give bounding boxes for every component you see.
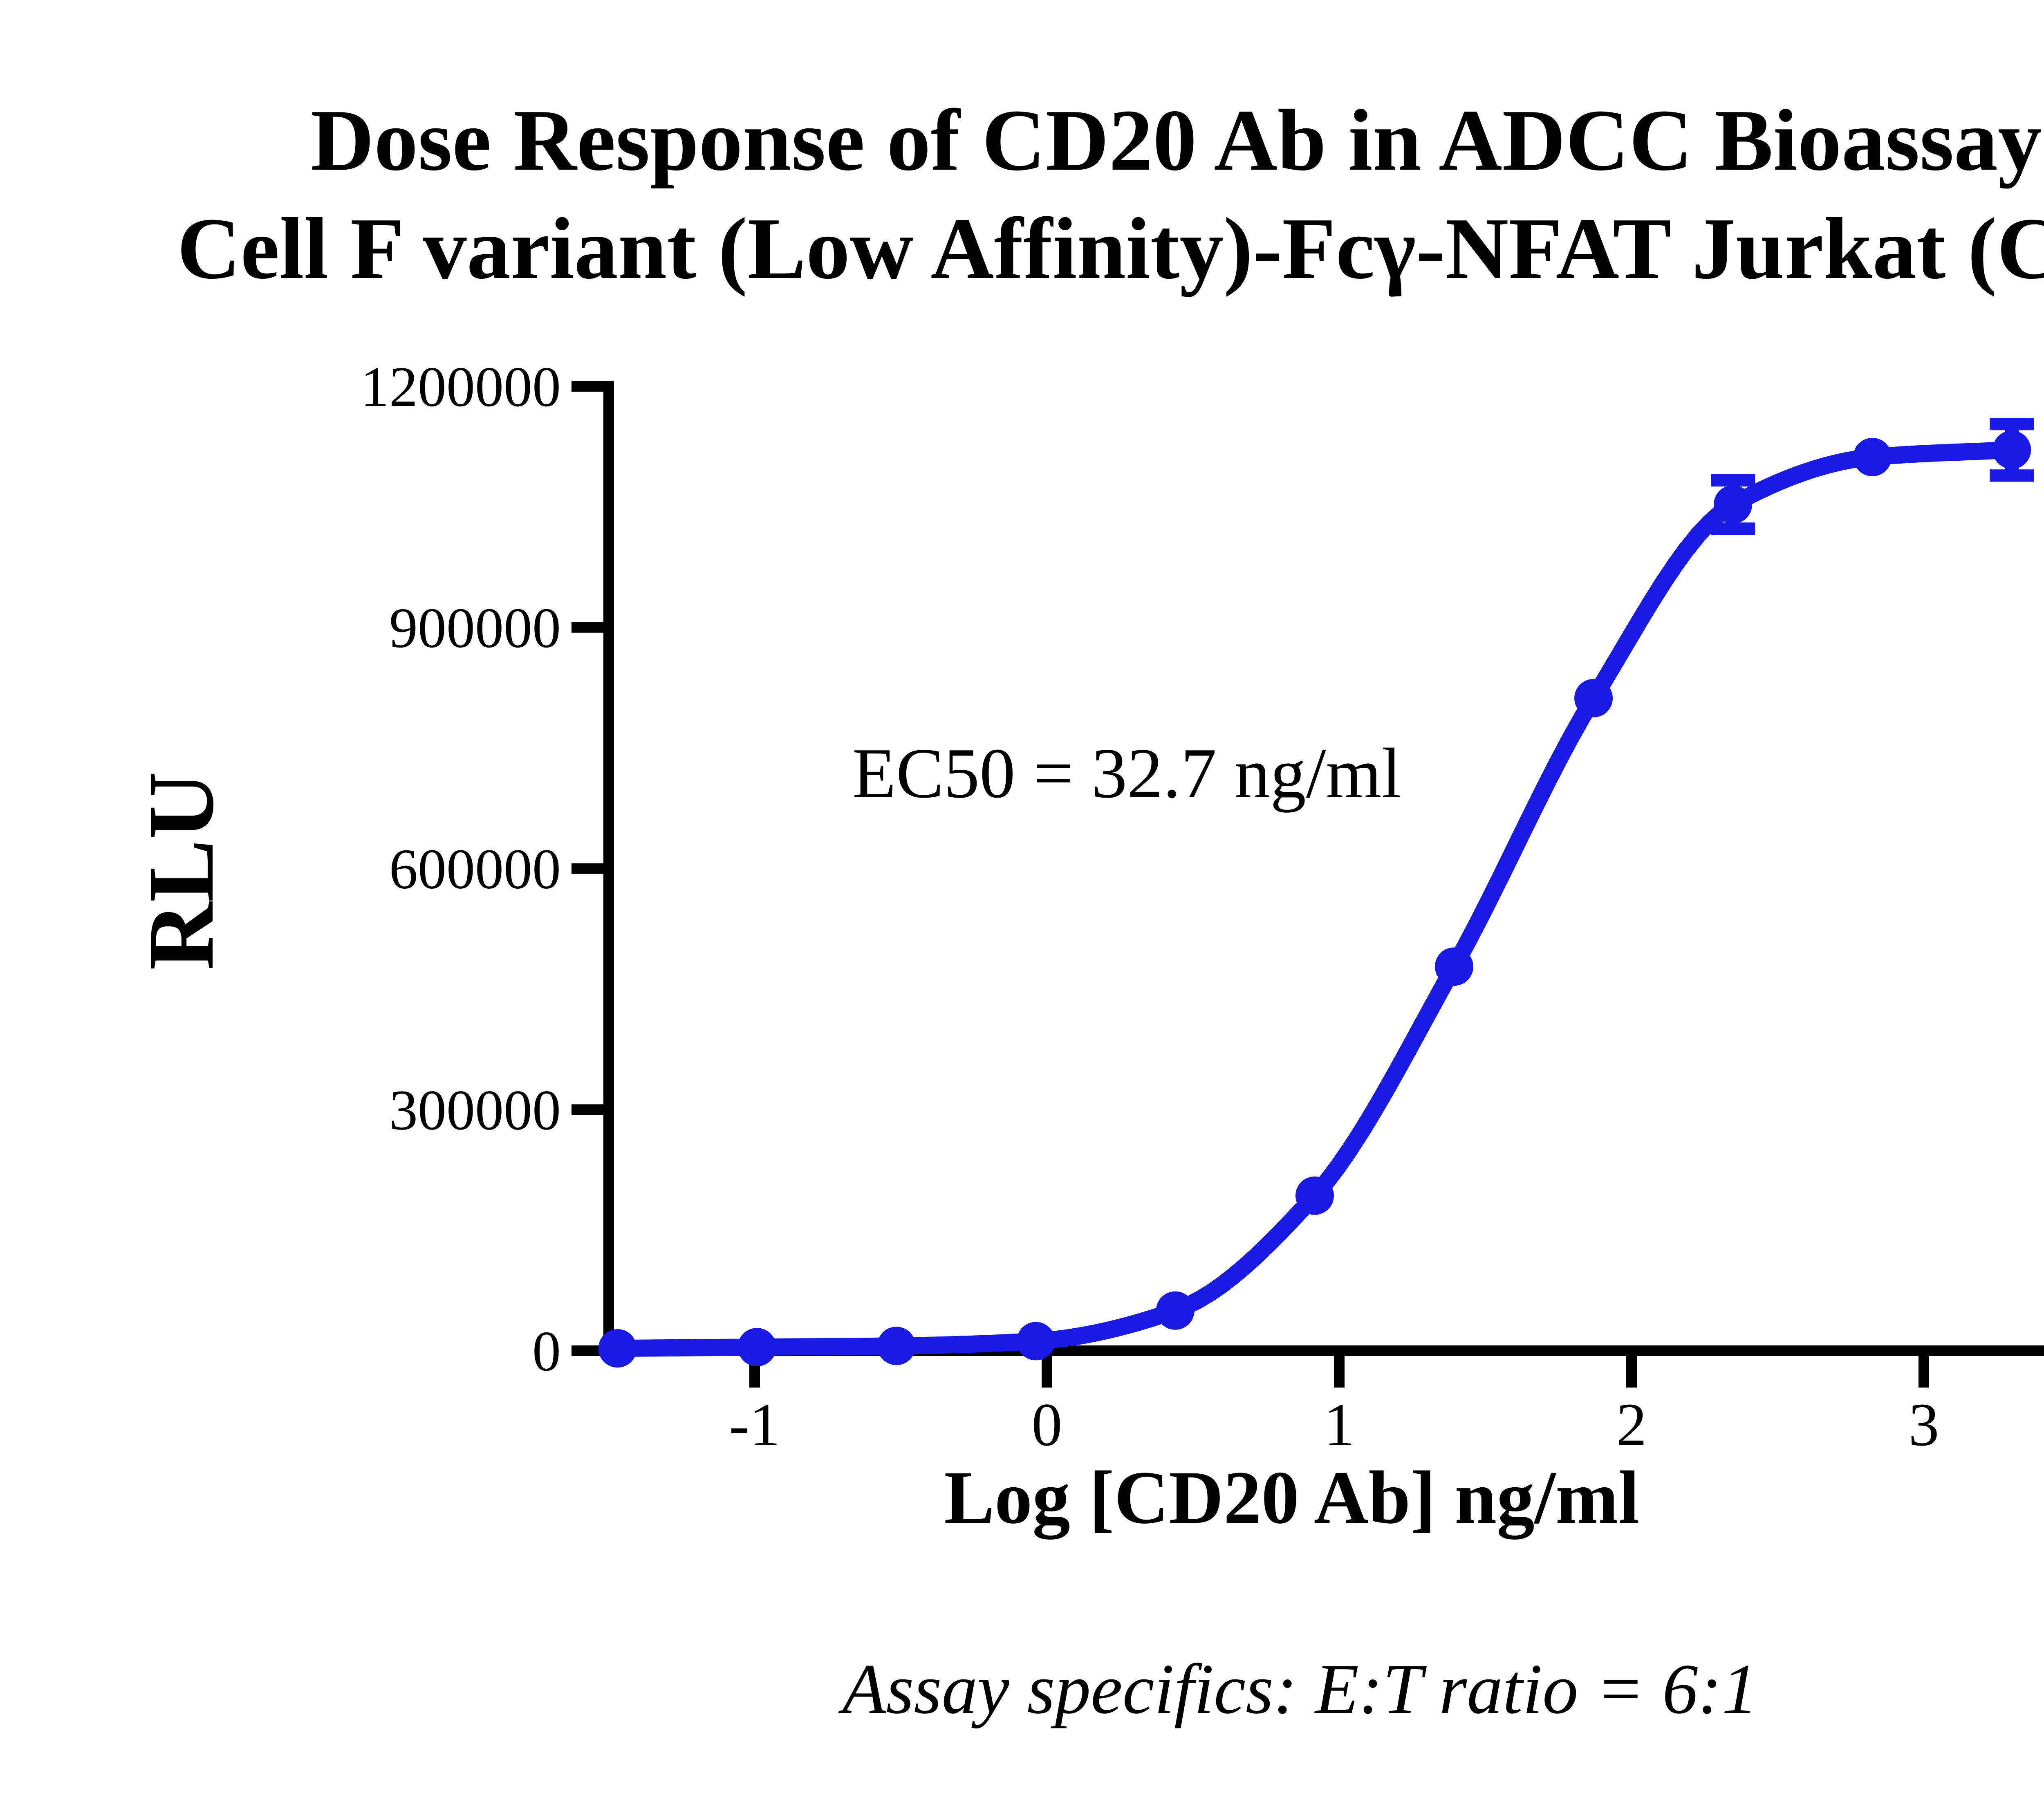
x-tick-label: 2 [1616, 1391, 1647, 1459]
x-tick-label: 3 [1909, 1391, 1939, 1459]
data-point [1434, 947, 1473, 986]
data-point [1295, 1176, 1334, 1215]
x-tick-label: 1 [1324, 1391, 1355, 1459]
chart-title-line1: Dose Response of CD20 Ab in ADCC Bioassa… [311, 91, 2044, 189]
axes [572, 381, 2044, 1388]
y-tick-label: 900000 [389, 596, 561, 660]
data-point [1156, 1291, 1195, 1330]
x-axis-label: Log [CD20 Ab] ng/ml [944, 1456, 1639, 1540]
chart-title-line2: Cell F variant (Low Affinity)-Fcγ-NFAT J… [177, 200, 2044, 297]
data-point [737, 1328, 776, 1367]
data-points-layer [598, 430, 2031, 1368]
data-point [1016, 1322, 1055, 1361]
tick-labels: 0 300000 600000 900000 1200000 -1 0 1 2 3 [361, 355, 1939, 1459]
data-point [598, 1329, 637, 1368]
data-point [1574, 679, 1613, 717]
ec50-annotation: EC50 = 32.7 ng/ml [852, 733, 1401, 813]
assay-specifics-note: Assay specifics: E:T ratio = 6:1 [838, 1649, 1758, 1729]
y-axis-label: RLU [129, 771, 233, 970]
y-tick-label: 300000 [389, 1078, 561, 1142]
y-tick-label: 1200000 [361, 355, 561, 419]
x-tick-label: 0 [1032, 1391, 1062, 1459]
data-point [1714, 485, 1753, 524]
x-tick-label: -1 [729, 1391, 780, 1459]
data-point [1992, 430, 2031, 469]
y-tick-label: 600000 [389, 838, 561, 901]
y-tick-label: 0 [532, 1320, 561, 1383]
data-point [1853, 437, 1892, 476]
data-point [877, 1327, 916, 1365]
